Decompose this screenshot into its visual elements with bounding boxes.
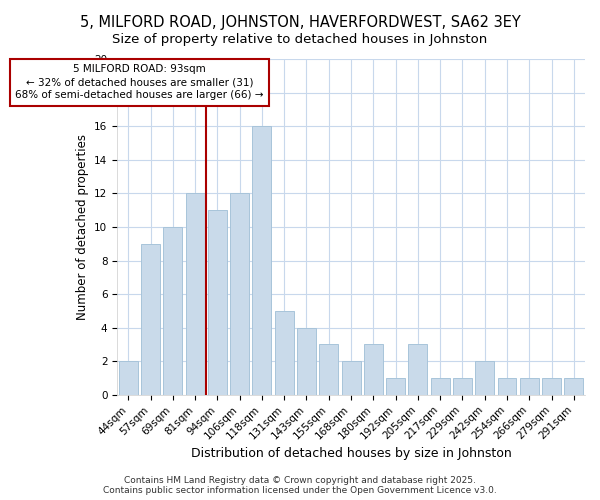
Text: Contains HM Land Registry data © Crown copyright and database right 2025.
Contai: Contains HM Land Registry data © Crown c… [103, 476, 497, 495]
Bar [119, 362, 138, 395]
Text: 5, MILFORD ROAD, JOHNSTON, HAVERFORDWEST, SA62 3EY: 5, MILFORD ROAD, JOHNSTON, HAVERFORDWEST… [80, 15, 520, 30]
Bar [163, 227, 182, 395]
Bar [275, 311, 293, 395]
Bar [497, 378, 517, 395]
Bar [520, 378, 539, 395]
Bar [230, 194, 249, 395]
Text: Size of property relative to detached houses in Johnston: Size of property relative to detached ho… [112, 32, 488, 46]
Bar [185, 194, 205, 395]
Bar [208, 210, 227, 395]
Bar [565, 378, 583, 395]
Bar [253, 126, 271, 395]
Y-axis label: Number of detached properties: Number of detached properties [76, 134, 89, 320]
Bar [141, 244, 160, 395]
Bar [453, 378, 472, 395]
Bar [431, 378, 449, 395]
Bar [542, 378, 561, 395]
Bar [475, 362, 494, 395]
X-axis label: Distribution of detached houses by size in Johnston: Distribution of detached houses by size … [191, 447, 511, 460]
Bar [319, 344, 338, 395]
Text: 5 MILFORD ROAD: 93sqm
← 32% of detached houses are smaller (31)
68% of semi-deta: 5 MILFORD ROAD: 93sqm ← 32% of detached … [15, 64, 263, 100]
Bar [297, 328, 316, 395]
Bar [386, 378, 405, 395]
Bar [364, 344, 383, 395]
Bar [341, 362, 361, 395]
Bar [409, 344, 427, 395]
